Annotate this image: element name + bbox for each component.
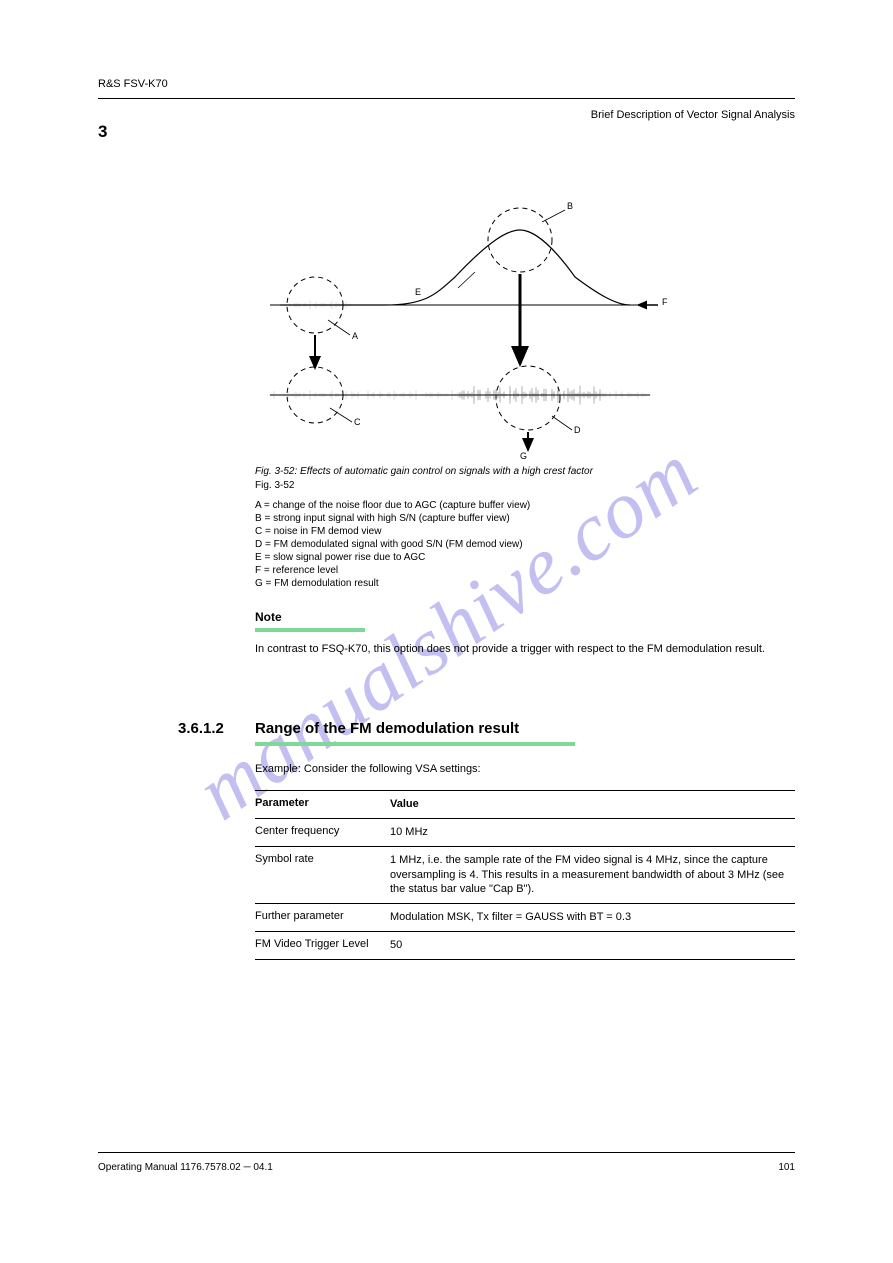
table-row: Further parameter Modulation MSK, Tx fil… (255, 904, 795, 931)
legend-b: B = strong input signal with high S/N (c… (255, 513, 755, 524)
legend-a: A = change of the noise floor due to AGC… (255, 500, 755, 511)
legend-c: C = noise in FM demod view (255, 526, 755, 537)
legend-e: E = slow signal power rise due to AGC (255, 552, 755, 563)
footer-right: 101 (778, 1162, 795, 1173)
fig-label-d: D (574, 426, 581, 436)
cell-param: Further parameter (255, 910, 390, 925)
table-row: Center frequency 10 MHz (255, 819, 795, 846)
legend-g: G = FM demodulation result (255, 578, 755, 589)
note-body: In contrast to FSQ-K70, this option does… (255, 642, 795, 657)
header-rule (98, 98, 795, 99)
table-header-value: Value (390, 797, 795, 812)
footer-left: Operating Manual 1176.7578.02 ─ 04.1 (98, 1162, 273, 1173)
fig-label-f: F (662, 298, 668, 308)
section-number: 3 (98, 122, 107, 141)
figure-caption-ref: Fig. 3-52 (255, 480, 755, 491)
table-header-param: Parameter (255, 797, 390, 812)
header-breadcrumb: R&S FSV-K70 (98, 78, 168, 90)
fig-label-g: G (520, 452, 527, 462)
cell-param: FM Video Trigger Level (255, 938, 390, 953)
header-right: Brief Description of Vector Signal Analy… (591, 109, 795, 121)
figure: A B C D E F G (260, 200, 660, 465)
note-heading: Note (255, 610, 282, 624)
fig-label-a: A (352, 332, 358, 342)
note-rule (255, 628, 365, 632)
fig-label-b: B (567, 202, 573, 212)
cell-value: 50 (390, 938, 795, 953)
subsection-rule (255, 742, 575, 746)
cell-value: 10 MHz (390, 825, 795, 840)
cell-param: Symbol rate (255, 853, 390, 898)
table-intro: Example: Consider the following VSA sett… (255, 762, 795, 777)
subsection-title: Range of the FM demodulation result (255, 720, 519, 737)
settings-table: Parameter Value Center frequency 10 MHz … (255, 790, 795, 960)
cell-value: 1 MHz, i.e. the sample rate of the FM vi… (390, 853, 795, 898)
table-row: Symbol rate 1 MHz, i.e. the sample rate … (255, 847, 795, 904)
cell-param: Center frequency (255, 825, 390, 840)
page: manualshive.com R&S FSV-K70 Brief Descri… (0, 0, 893, 1263)
figure-caption: Fig. 3-52: Effects of automatic gain con… (255, 466, 755, 477)
subsection-number: 3.6.1.2 (178, 720, 224, 737)
header-section-title: Brief Description of Vector Signal Analy… (591, 109, 795, 121)
footer-rule (98, 1152, 795, 1153)
cell-value: Modulation MSK, Tx filter = GAUSS with B… (390, 910, 795, 925)
fig-label-c: C (354, 418, 361, 428)
header-section-number: 3 (98, 122, 107, 142)
table-row: FM Video Trigger Level 50 (255, 932, 795, 959)
fig-label-e: E (415, 288, 421, 298)
table-rule (255, 959, 795, 960)
table-header-row: Parameter Value (255, 791, 795, 818)
figure-svg (260, 200, 660, 460)
legend-f: F = reference level (255, 565, 755, 576)
legend-d: D = FM demodulated signal with good S/N … (255, 539, 755, 550)
